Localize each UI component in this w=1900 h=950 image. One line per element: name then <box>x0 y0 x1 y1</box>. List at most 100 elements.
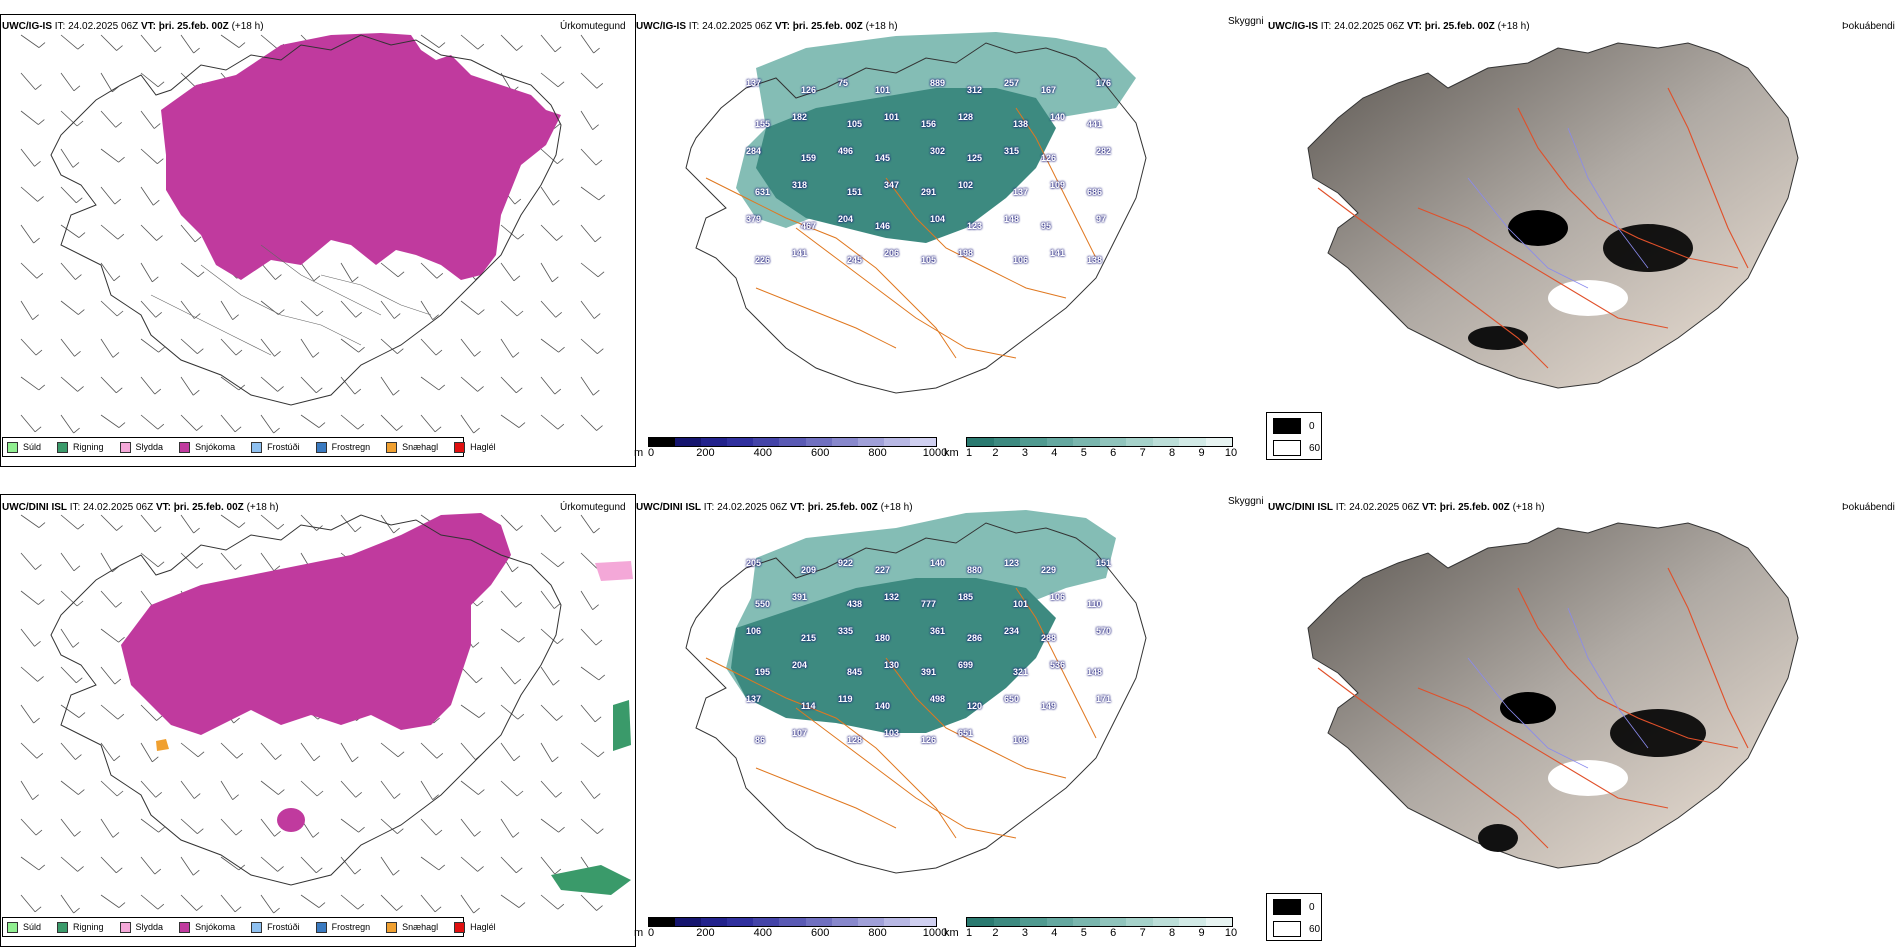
cloudbase-value-label: 204 <box>838 214 854 224</box>
wind-barb-flag <box>113 275 121 282</box>
fog-legend-row: 0 <box>1273 418 1315 434</box>
cloudbase-value-label: 467 <box>801 221 817 231</box>
wind-barb <box>20 704 34 724</box>
panel-title-bottom-3: UWC/DINI ISL IT: 24.02.2025 06Z VT: þri.… <box>1268 502 1545 513</box>
wind-barb <box>60 224 80 238</box>
precip-type-map-top <box>20 33 606 434</box>
wind-barb <box>60 110 78 127</box>
wind-barb <box>460 704 480 718</box>
wind-barb-flag <box>477 43 485 50</box>
cloudbase-value-label: 185 <box>958 592 974 602</box>
cloudbase-value-label: 321 <box>1013 667 1029 677</box>
cloudbase-value-label: 119 <box>838 694 853 704</box>
cloudbase-value-label: 104 <box>930 214 946 224</box>
wind-barb <box>380 338 398 355</box>
wind-barb <box>140 262 153 283</box>
legend-label: Snæhagl <box>402 442 439 452</box>
wind-barb-flag <box>154 868 162 875</box>
wind-barb <box>540 704 557 721</box>
colorbar-tick: 600 <box>811 927 830 939</box>
colorbar-swatch <box>1073 918 1100 926</box>
wind-barb-flag <box>517 713 525 720</box>
cloudbase-value-label: 536 <box>1050 660 1066 670</box>
wind-barb <box>20 186 38 202</box>
wind-barb-flag <box>77 386 84 392</box>
wind-barb-flag <box>157 158 164 165</box>
cloudbase-swatches <box>648 437 937 447</box>
wind-barb <box>580 552 598 569</box>
cloudbase-value-label: 631 <box>755 187 771 197</box>
wind-barb <box>580 818 598 835</box>
wind-barb <box>100 224 119 240</box>
visibility-ticks: 1 2 3 4 5 6 7 8 9 10 <box>966 447 1237 461</box>
wind-barb-flag <box>597 751 605 758</box>
wind-barb-flag <box>554 46 562 53</box>
wind-barb-flag <box>516 867 523 874</box>
wind-barb <box>20 666 38 682</box>
wind-barb <box>580 224 596 243</box>
cloudbase-value-label: 227 <box>875 565 891 575</box>
wind-barb <box>100 856 117 874</box>
colorbar-swatch <box>909 438 937 446</box>
wind-barb <box>260 376 278 392</box>
wind-barb-flag <box>277 523 285 530</box>
colorbar-swatch <box>883 438 910 446</box>
wind-barb-flag <box>516 387 523 394</box>
wind-barb-flag <box>516 790 524 797</box>
wind-barb <box>220 818 237 836</box>
wind-barb <box>220 894 236 913</box>
wind-barb-flag <box>75 754 82 760</box>
wind-barb-flag <box>73 427 80 434</box>
cloudbase-value-label: 137 <box>746 694 762 704</box>
cloudbase-value-label: 126 <box>801 85 817 95</box>
colorbar-tick: 5 <box>1080 447 1087 459</box>
wind-barb-flag <box>554 868 562 875</box>
wind-barb <box>100 552 113 573</box>
wind-barb-flag <box>197 348 204 355</box>
cloudbase-value-label: 128 <box>847 735 863 745</box>
colorbar-tick: 600 <box>811 447 830 459</box>
cloudbase-value-label: 206 <box>884 248 900 258</box>
visibility-swatches <box>966 437 1233 447</box>
wind-barb-flag <box>432 794 439 800</box>
cloudbase-value-label: 204 <box>792 660 808 670</box>
wind-barb <box>140 742 153 763</box>
wind-barb-flag <box>193 47 200 54</box>
wind-barb <box>580 300 595 319</box>
wind-barb <box>500 628 519 643</box>
wind-barb-flag <box>393 527 400 534</box>
cloudbase-value-label: 126 <box>921 735 937 745</box>
fog-legend-label: 60 <box>1309 442 1321 454</box>
wind-barb-flag <box>518 636 525 643</box>
wind-barb-flag <box>157 423 165 430</box>
fog-legend-bottom: 0 60 <box>1266 893 1322 941</box>
cloudbase-value-label: 101 <box>875 85 891 95</box>
cloudbase-value-label: 141 <box>1050 248 1066 258</box>
legend-swatch <box>57 441 69 453</box>
wind-barb <box>180 414 197 431</box>
wind-barb <box>180 780 195 799</box>
wind-barb-flag <box>116 790 124 797</box>
cloudbase-visibility-panel-bottom: 205 209 922 227 140 880 123 229 151 550 391 438 132 7… <box>636 508 1256 918</box>
wind-barb <box>20 300 33 320</box>
cloudbase-value-label: 86 <box>755 735 766 745</box>
wind-barb <box>580 338 598 355</box>
cloudbase-value-label: 441 <box>1087 119 1103 129</box>
wind-barb <box>100 742 115 762</box>
wind-barb <box>540 148 558 165</box>
wind-barb <box>220 414 236 433</box>
visibility-colorbar-top: 1 2 3 4 5 6 7 8 9 10 <box>966 437 1237 461</box>
wind-barb <box>500 742 515 762</box>
wind-barb <box>540 72 559 88</box>
wind-barb <box>540 186 554 206</box>
wind-barb-flag <box>474 831 481 837</box>
cloudbase-value-label: 880 <box>967 565 983 575</box>
wind-barb <box>500 338 514 358</box>
wind-barb-flag <box>238 522 246 528</box>
wind-barb-flag <box>397 751 405 758</box>
colorbar-swatch <box>1073 438 1100 446</box>
colorbar-swatch <box>1179 438 1206 446</box>
cloudbase-value-label: 777 <box>921 599 937 609</box>
wind-barb <box>20 552 36 570</box>
wind-barb-flag <box>555 312 562 318</box>
